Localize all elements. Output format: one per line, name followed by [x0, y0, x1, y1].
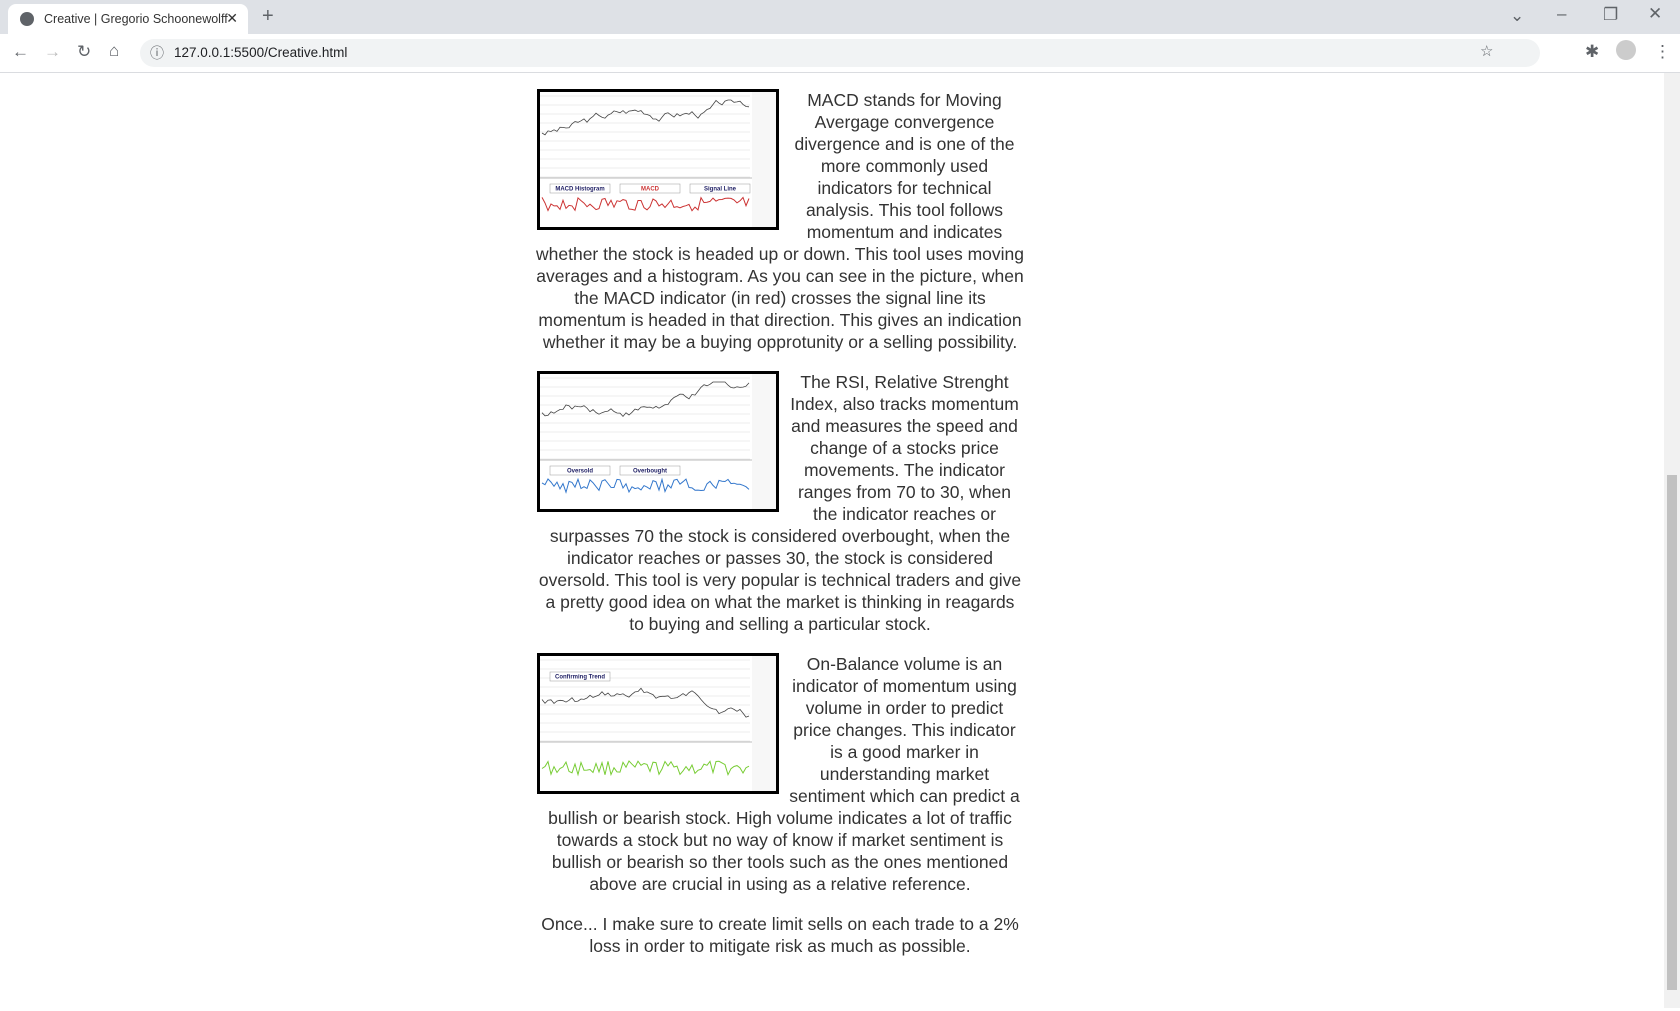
indicator-line — [541, 760, 750, 777]
section: Oversold Overbought The RSI, Relative Stre… — [536, 371, 1024, 635]
url: 127.0.0.1:5500/Creative.html — [174, 45, 348, 60]
chart-image: Confirming Trend — [537, 653, 779, 794]
forward[interactable]: → — [44, 42, 61, 61]
scroll-thumb[interactable] — [1667, 475, 1677, 990]
label-box — [689, 183, 751, 194]
article: tell me when that stock price has reache… — [536, 73, 1024, 975]
price-axis — [752, 656, 776, 791]
extensions[interactable]: ✱ — [1585, 42, 1600, 61]
tab[interactable]: Creative | Gregorio Schoonewolff ✕ — [8, 4, 248, 34]
tab-title: Creative | Gregorio Schoonewolff — [44, 12, 228, 26]
home[interactable]: ⌂ — [109, 41, 120, 60]
paragraph: MACD stands for Moving Avergage converge… — [536, 90, 1024, 352]
minimize[interactable]: – — [1557, 4, 1567, 23]
label-box — [549, 465, 611, 476]
indicator-line — [541, 477, 750, 494]
new-tab[interactable]: + — [262, 5, 274, 27]
close-tab[interactable]: ✕ — [226, 10, 238, 26]
indicator-line — [541, 196, 750, 212]
bookmark[interactable]: ☆ — [1480, 43, 1494, 60]
price-axis — [752, 374, 776, 509]
label-box — [619, 465, 681, 476]
site-info[interactable]: ⓘ — [150, 45, 164, 61]
image-label: Confirming Trend — [555, 675, 605, 681]
price-line — [541, 99, 750, 136]
price-line — [541, 381, 750, 418]
menu[interactable]: ⋮ — [1654, 42, 1671, 61]
scrollbar[interactable] — [1664, 73, 1680, 1008]
chart-image: Oversold Overbought — [537, 371, 779, 512]
image-label: Oversold — [567, 469, 593, 475]
section: MACD Histogram MACD Signal Line MACD stands… — [536, 89, 1024, 353]
tab-search[interactable]: ⌄ — [1510, 6, 1525, 25]
label-box — [549, 183, 611, 194]
image-label: Signal Line — [704, 187, 737, 193]
section: Confirming Trend On-Balance volume is an … — [536, 653, 1024, 895]
image-label: Overbought — [633, 469, 667, 475]
image-label: MACD — [641, 187, 660, 193]
paragraph: The RSI, Relative Strenght Index, also t… — [538, 372, 1022, 634]
paragraph: On-Balance volume is an indicator of mom… — [548, 654, 1020, 894]
reload[interactable]: ↻ — [77, 42, 92, 61]
paragraph: Once... I make sure to create limit sell… — [541, 914, 1019, 956]
image-label: MACD Histogram — [555, 187, 604, 193]
label-box — [619, 183, 681, 194]
favicon — [20, 12, 34, 26]
address-bar[interactable]: ⓘ 127.0.0.1:5500/Creative.html ☆ — [140, 39, 1540, 67]
tab-bar: Creative | Gregorio Schoonewolff ✕ + ⌄ –… — [0, 0, 1680, 34]
restore[interactable]: ❐ — [1603, 5, 1619, 24]
page-content: tell me when that stock price has reache… — [0, 73, 1664, 1008]
toolbar: ← → ↻ ⌂ ⓘ 127.0.0.1:5500/Creative.html ☆… — [0, 34, 1680, 73]
price-axis — [752, 92, 776, 227]
back[interactable]: ← — [12, 42, 29, 61]
close-window[interactable]: ✕ — [1648, 4, 1663, 23]
price-line — [541, 687, 750, 718]
chart-image: MACD Histogram MACD Signal Line — [537, 89, 779, 230]
label-box — [549, 671, 611, 682]
profile[interactable] — [1616, 40, 1636, 60]
